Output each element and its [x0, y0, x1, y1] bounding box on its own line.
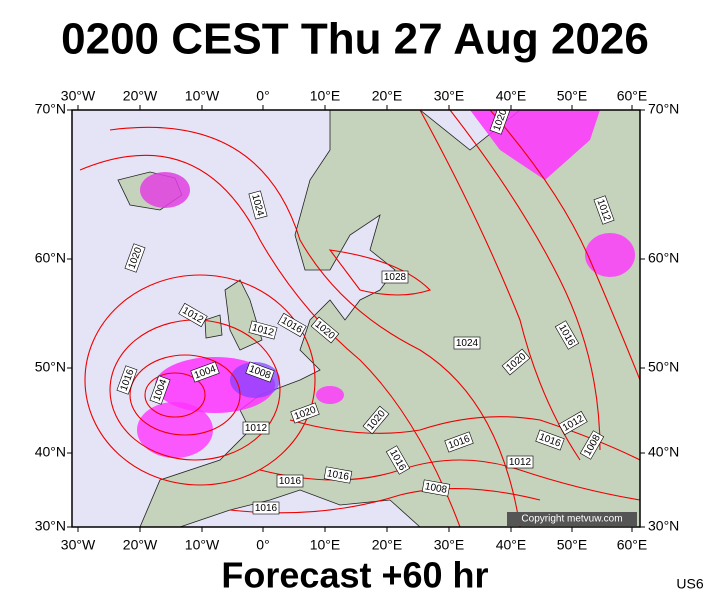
isobar-label: 1012: [245, 423, 268, 434]
isobar-label-box: [276, 474, 304, 488]
isobar-label-box: [506, 455, 534, 469]
isobars: [79, 110, 640, 527]
isobar-label-group: 1024: [248, 190, 268, 220]
british-isles: [204, 279, 263, 351]
isobar-label-group: 1028: [381, 270, 409, 284]
ticks: [67, 105, 645, 532]
longitude-label: 60°E: [617, 88, 648, 104]
longitude-label: 30°E: [434, 88, 465, 104]
latitude-label: 60°N: [35, 250, 66, 266]
isobar-label-box: [242, 421, 270, 435]
copyright-box: [507, 512, 637, 526]
isobar-label-box: [501, 348, 531, 376]
isobar-label-box: [190, 361, 220, 383]
isobar-label-box: [362, 405, 390, 435]
forecast-hour: Forecast +60 hr: [221, 555, 488, 596]
isobar-label-box: [245, 361, 275, 383]
title: 0200 CEST Thu 27 Aug 2026: [61, 15, 649, 64]
isobar-label-box: [489, 110, 511, 135]
longitude-label: 10°E: [310, 537, 341, 553]
isobar-label-group: 1012: [506, 455, 534, 469]
latitude-label: 40°N: [648, 444, 679, 460]
isobar-label-box: [116, 365, 138, 395]
longitude-label: 30°W: [61, 537, 96, 553]
isobar-label-group: 1012: [242, 421, 270, 435]
model-code: US6: [676, 576, 703, 592]
longitude-label: 20°E: [372, 88, 403, 104]
isobar-label-box: [421, 479, 451, 497]
isobar-label-group: 1016: [323, 466, 353, 484]
isobar-label-box: [579, 430, 605, 460]
longitude-label: 0°: [256, 88, 269, 104]
copyright: Copyright metvuw.com: [521, 514, 622, 525]
isobar-label-box: [310, 316, 340, 344]
isobar-label: 1016: [279, 476, 302, 487]
longitude-label: 60°E: [617, 537, 648, 553]
isobar-label-box: [593, 195, 615, 225]
latitude-label: 70°N: [648, 101, 679, 117]
longitude-label: 10°W: [185, 537, 220, 553]
isobar-label-box: [444, 431, 474, 453]
isobar-label: 1028: [384, 272, 407, 283]
latitude-label: 30°N: [35, 518, 66, 534]
longitude-label: 40°E: [496, 88, 527, 104]
isobar-label-group: 1012: [248, 320, 278, 340]
isobar-label: 1008: [424, 481, 448, 496]
isobar-label-box: [554, 320, 580, 350]
isobar-label: 1016: [326, 468, 350, 483]
isobar-label: 1016: [255, 503, 278, 514]
longitude-label: 40°E: [496, 537, 527, 553]
isobar-label-box: [149, 375, 171, 405]
latitude-label: 70°N: [35, 101, 66, 117]
longitude-label: 20°E: [372, 537, 403, 553]
isobar-label-box: [252, 501, 280, 515]
isobar-label-box: [290, 402, 320, 424]
isobar-label-group: 1024: [453, 336, 481, 350]
isobar-label-box: [453, 336, 481, 350]
latitude-label: 60°N: [648, 250, 679, 266]
isobar-label: 1024: [456, 338, 479, 349]
longitude-label: 50°E: [557, 537, 588, 553]
isobar-label-group: 1016: [276, 474, 304, 488]
latitude-label: 40°N: [35, 444, 66, 460]
longitude-label: 10°E: [310, 88, 341, 104]
isobar-label: 1012: [509, 457, 532, 468]
isobar-label-box: [248, 190, 268, 220]
latitude-label: 50°N: [35, 359, 66, 375]
longitude-label: 50°E: [557, 88, 588, 104]
latitude-label: 50°N: [648, 359, 679, 375]
isobar-label-box: [248, 320, 278, 340]
isobar-label-group: 1016: [252, 501, 280, 515]
map-frame: [71, 109, 641, 528]
isobar-label-box: [535, 429, 565, 451]
longitude-label: 10°W: [185, 88, 220, 104]
longitude-label: 20°W: [123, 537, 158, 553]
isobar-label-box: [381, 270, 409, 284]
isobar-label-box: [277, 312, 307, 338]
longitude-label: 0°: [256, 537, 269, 553]
isobar-label-box: [558, 410, 588, 436]
isobar-label-box: [124, 243, 146, 273]
isobar-label-group: 1008: [421, 479, 451, 497]
isobar-label-box: [385, 445, 411, 475]
latitude-label: 30°N: [648, 518, 679, 534]
isobar-label-box: [323, 466, 353, 484]
isobar-label-box: [178, 302, 208, 328]
longitude-label: 30°E: [434, 537, 465, 553]
longitude-label: 30°W: [61, 88, 96, 104]
longitude-label: 20°W: [123, 88, 158, 104]
